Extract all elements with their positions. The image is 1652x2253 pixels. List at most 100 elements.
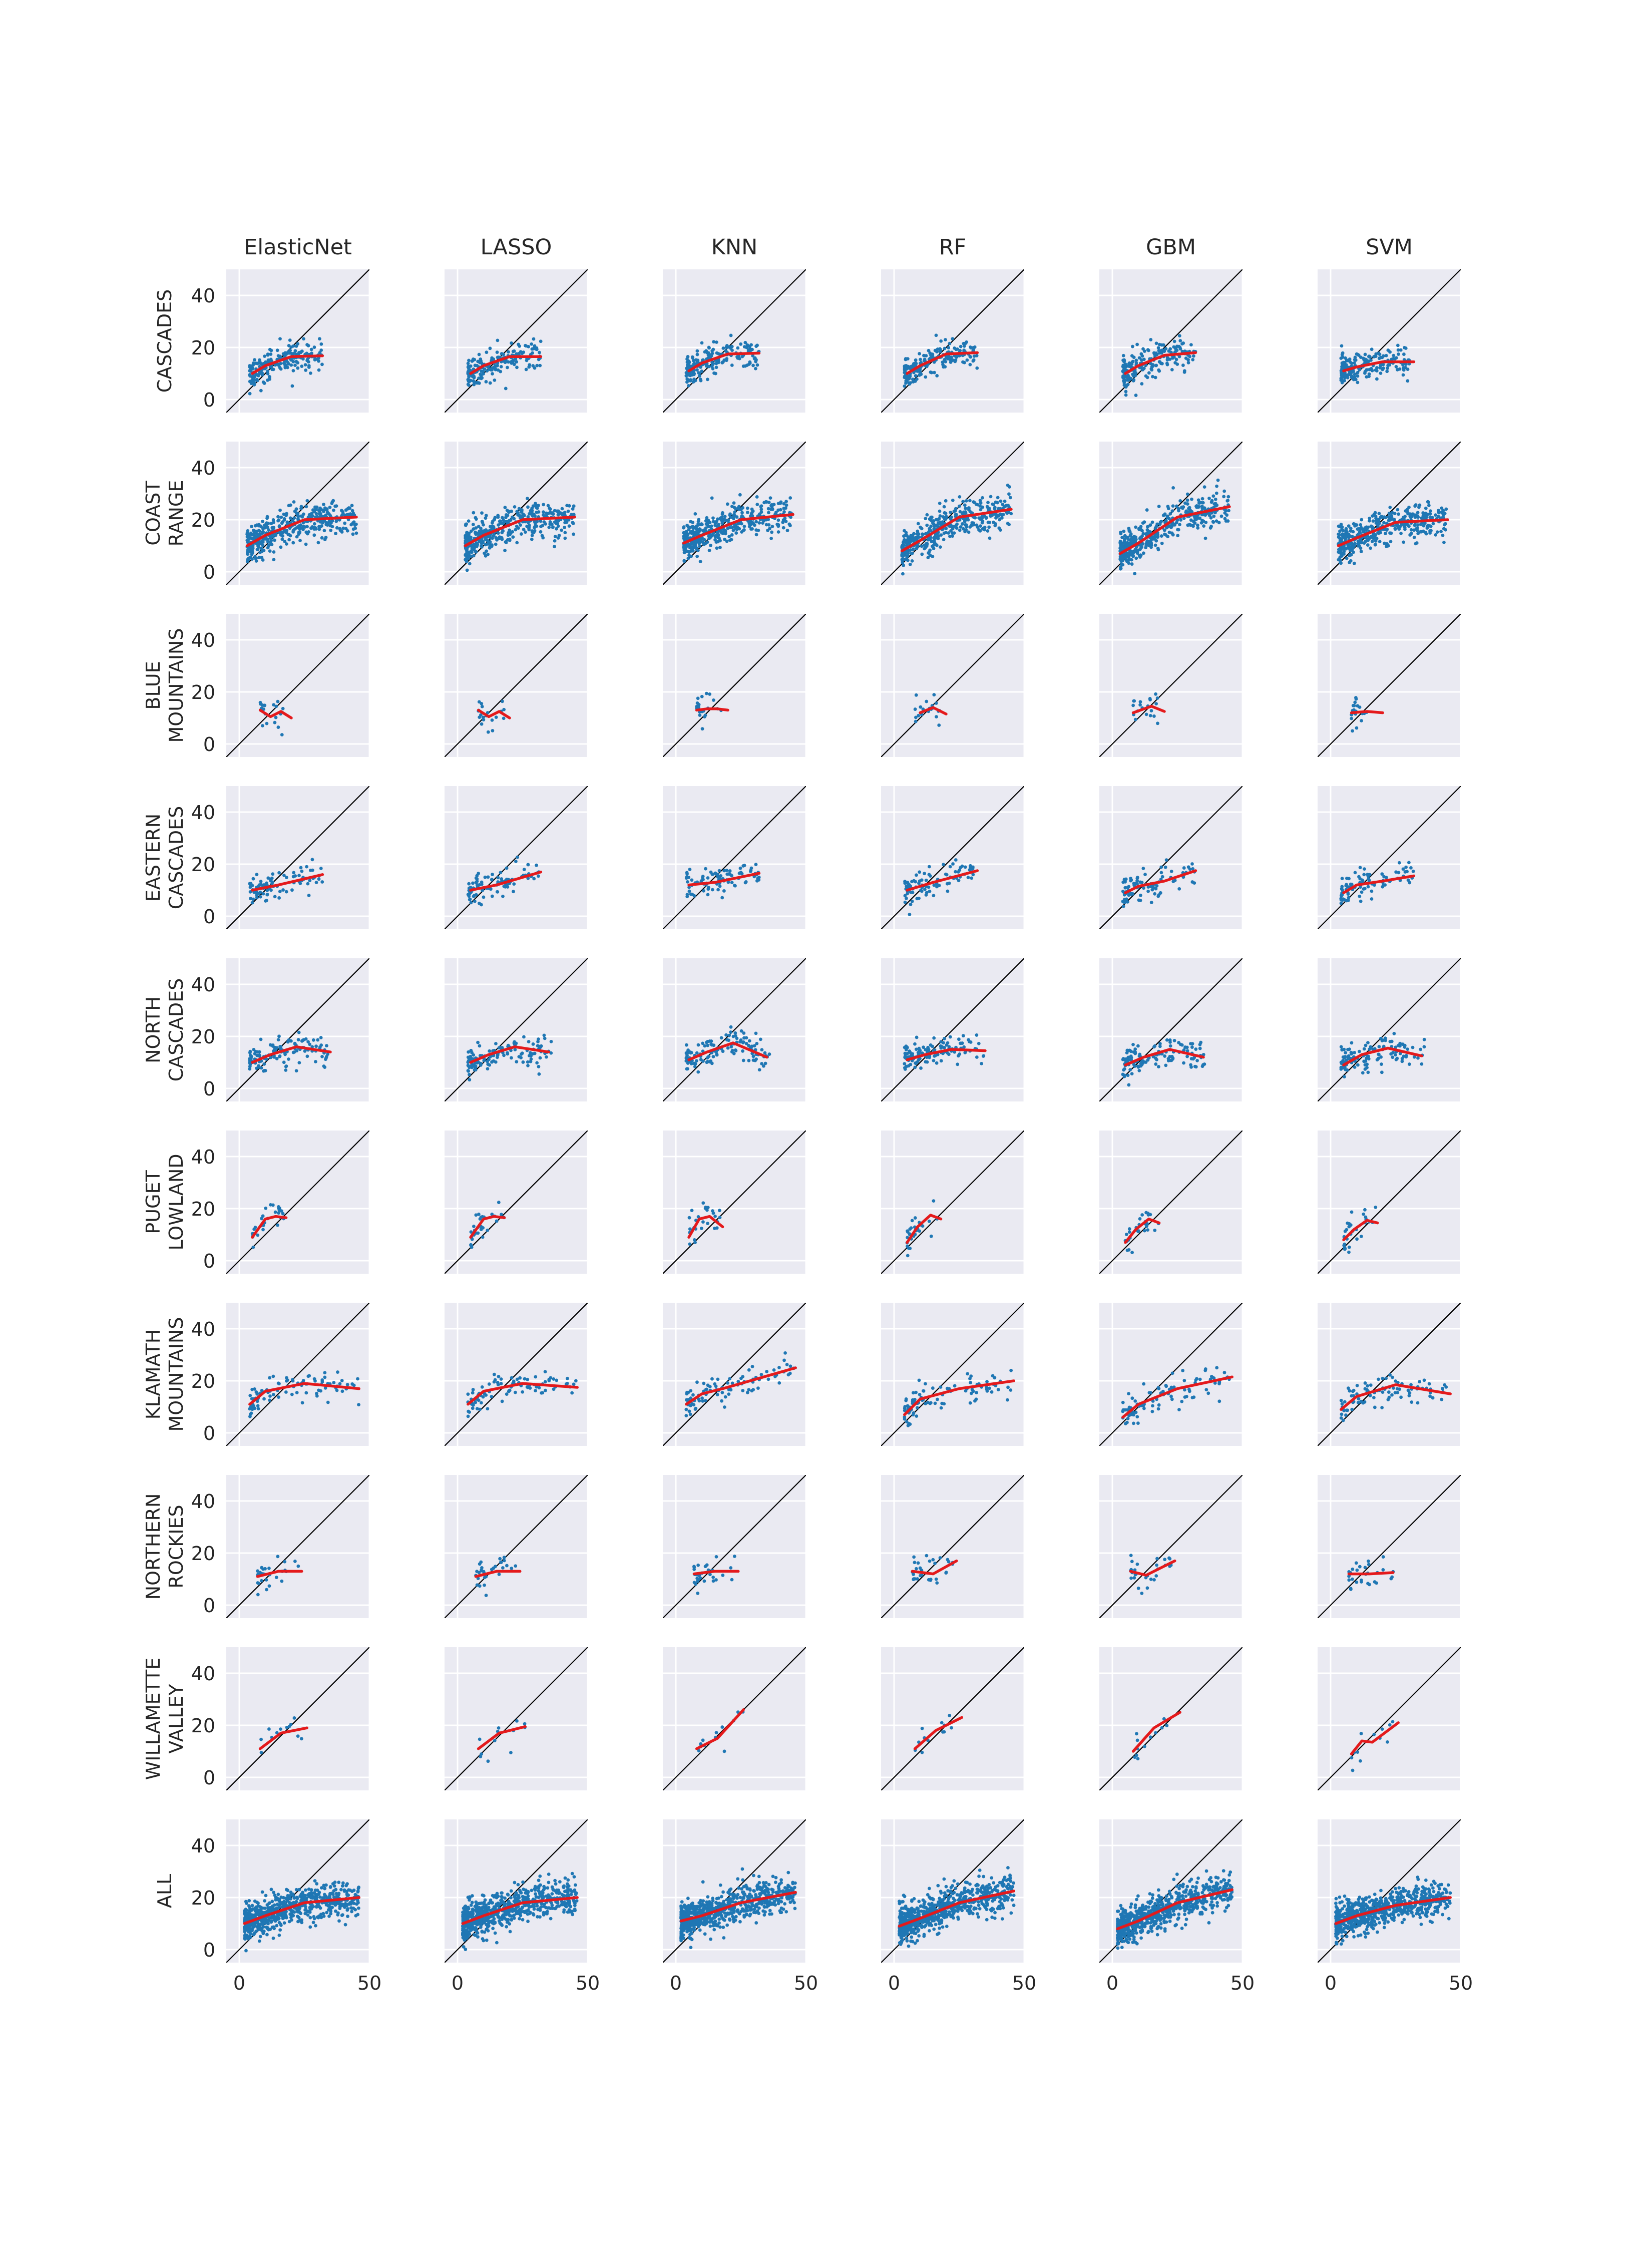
- data-point: [276, 1038, 280, 1042]
- data-point: [1352, 361, 1356, 365]
- data-point: [488, 381, 492, 385]
- data-point: [299, 866, 303, 870]
- data-point: [915, 547, 919, 551]
- data-point: [285, 512, 288, 516]
- data-point: [903, 900, 907, 904]
- data-point: [249, 897, 252, 901]
- data-point: [305, 532, 309, 536]
- plot-area: [881, 786, 1024, 929]
- data-point: [504, 513, 508, 517]
- data-point: [472, 383, 476, 387]
- data-point: [741, 364, 745, 368]
- data-point: [251, 877, 255, 881]
- identity-line: [663, 269, 806, 413]
- data-point: [1382, 883, 1386, 887]
- data-point: [473, 899, 477, 903]
- data-point: [1359, 523, 1363, 527]
- data-point: [931, 555, 935, 558]
- data-point: [735, 515, 739, 519]
- data-point: [1358, 894, 1362, 898]
- data-point: [686, 532, 690, 536]
- data-point: [926, 556, 930, 560]
- data-point: [1164, 858, 1168, 862]
- data-point: [914, 361, 918, 365]
- data-point: [1370, 889, 1374, 893]
- data-point: [479, 713, 483, 717]
- data-point: [1160, 541, 1164, 545]
- data-point: [963, 503, 967, 507]
- data-point: [305, 358, 309, 362]
- data-point: [500, 537, 504, 541]
- data-point: [742, 524, 746, 528]
- data-point: [485, 350, 489, 354]
- data-point: [696, 1070, 700, 1074]
- trend-line: [687, 872, 761, 887]
- data-point: [728, 538, 732, 542]
- data-point: [942, 531, 946, 535]
- data-point: [1417, 505, 1421, 509]
- data-point: [351, 532, 355, 536]
- data-point: [543, 1036, 547, 1040]
- data-point: [766, 507, 770, 511]
- data-point: [334, 504, 338, 508]
- data-point: [1360, 890, 1364, 894]
- data-point: [687, 885, 691, 889]
- data-point: [274, 715, 278, 719]
- data-point: [933, 524, 937, 528]
- plot-area: [1099, 269, 1243, 413]
- data-point: [1350, 716, 1354, 720]
- data-point: [1138, 880, 1142, 884]
- data-point: [1127, 527, 1131, 530]
- data-point: [714, 365, 718, 369]
- data-point: [736, 346, 740, 350]
- data-point: [776, 518, 780, 522]
- data-point: [1138, 899, 1142, 902]
- data-point: [486, 1062, 490, 1066]
- data-point: [971, 865, 975, 869]
- row-title-7-line-1: ROCKIES: [165, 1505, 187, 1588]
- data-point: [686, 880, 689, 884]
- data-point: [1349, 527, 1353, 530]
- data-point: [508, 538, 512, 542]
- data-point: [686, 556, 690, 560]
- data-point: [1119, 546, 1123, 550]
- data-point: [754, 344, 758, 348]
- data-point: [1363, 887, 1367, 891]
- data-point: [721, 360, 725, 364]
- data-point: [1141, 542, 1145, 546]
- identity-line: [881, 269, 1024, 413]
- data-point: [472, 527, 476, 531]
- data-point: [972, 347, 976, 351]
- identity-line: [1318, 269, 1461, 413]
- data-point: [544, 1055, 548, 1059]
- data-point: [1135, 876, 1139, 879]
- data-point: [477, 700, 481, 704]
- trend-line: [1342, 874, 1416, 894]
- data-point: [1137, 356, 1141, 360]
- data-point: [724, 519, 728, 522]
- data-point: [519, 514, 523, 518]
- row-title-5-line-0: PUGET: [142, 1170, 164, 1234]
- data-point: [288, 338, 292, 342]
- data-point: [953, 359, 957, 363]
- data-point: [764, 500, 768, 504]
- data-point: [1390, 511, 1394, 515]
- data-point: [695, 349, 699, 353]
- data-point: [729, 346, 733, 350]
- data-point: [1388, 505, 1392, 509]
- data-point: [945, 873, 949, 877]
- data-point: [688, 530, 692, 534]
- identity-line: [445, 269, 588, 413]
- data-point: [932, 543, 936, 547]
- data-point: [1149, 543, 1153, 547]
- data-point: [535, 863, 538, 867]
- data-point: [488, 546, 492, 550]
- data-point: [1169, 526, 1173, 529]
- data-point: [1388, 350, 1392, 354]
- data-point: [542, 503, 546, 507]
- data-point: [1191, 867, 1195, 871]
- data-point: [1374, 354, 1378, 358]
- identity-line: [881, 786, 1024, 929]
- data-point: [531, 364, 535, 367]
- data-point: [339, 509, 343, 512]
